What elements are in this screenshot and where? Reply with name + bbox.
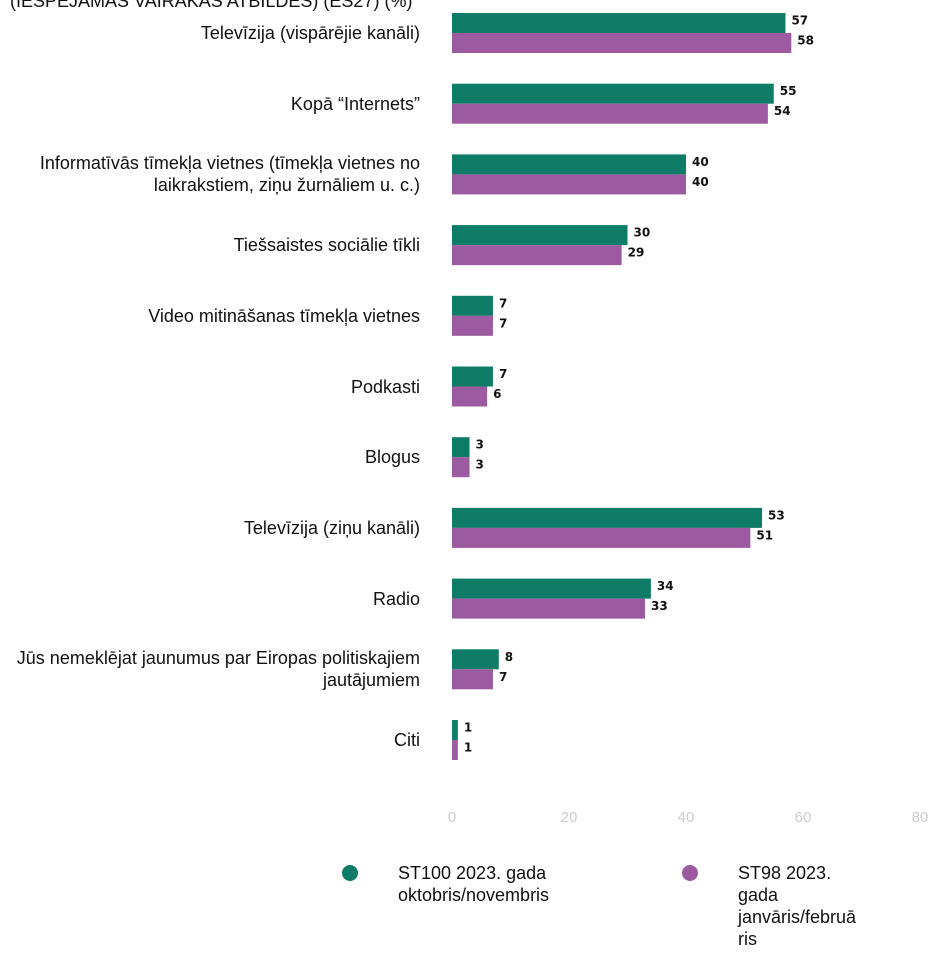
value-label: 7 [499,670,507,684]
legend-marker [682,865,698,881]
category-label: Citi [394,730,420,750]
bar [452,225,628,246]
value-label: 40 [692,175,709,189]
bar [452,578,651,599]
value-label: 53 [768,508,785,522]
x-tick-label: 80 [912,809,929,826]
x-tick-label: 0 [448,809,456,826]
value-label: 33 [651,599,668,613]
bar [452,598,646,619]
value-label: 54 [774,104,791,118]
x-tick-label: 60 [795,809,812,826]
chart-title: (IESPĒJAMAS VAIRĀKAS ATBILDES) (ES27) (%… [10,0,413,11]
bar [452,295,493,316]
bar [452,720,458,740]
bar [452,437,470,458]
category-label: Video mitināšanas tīmekļa vietnes [148,305,420,326]
bar [452,669,493,690]
bar [452,740,458,760]
category-label: Informatīvās tīmekļa vietnes (tīmekļa vi… [39,153,420,196]
value-label: 7 [499,296,507,310]
category-label: Blogus [364,447,420,468]
value-label: 7 [499,316,507,330]
category-label: Televīzija (ziņu kanāli) [243,517,420,538]
value-label: 57 [791,14,808,28]
x-tick-label: 40 [678,809,695,826]
value-label: 1 [464,741,472,755]
value-label: 58 [797,34,814,48]
value-label: 40 [692,155,709,169]
bar [452,245,622,266]
category-label: Tiešsaistes sociālie tīkli [233,235,420,256]
category-label: Radio [372,588,420,609]
value-label: 55 [780,84,797,98]
value-label: 8 [505,650,513,664]
value-label: 29 [628,246,645,260]
value-label: 3 [476,438,484,452]
value-label: 6 [493,387,501,401]
bar [452,507,763,528]
category-label: Jūs nemeklējat jaunumus par Eiropas poli… [16,648,420,691]
value-label: 3 [476,458,484,472]
bar [452,33,792,53]
legend-marker [342,865,358,881]
value-label: 1 [464,721,472,735]
category-label: Kopā “Internets” [290,93,420,114]
value-label: 7 [499,367,507,381]
legend-label: ST98 2023. gada janvāris/februāris [738,863,857,949]
value-label: 30 [634,226,651,240]
bar [452,366,493,387]
category-label: Televīzija (vispārējie kanāli) [200,23,420,43]
bar [452,315,493,336]
bar [452,457,470,478]
bar [452,13,786,33]
bar [452,174,686,195]
bar [452,83,774,104]
legend-label: ST100 2023. gada oktobris/novembris [398,863,550,905]
bar [452,649,499,670]
bar [452,154,686,175]
value-label: 51 [756,528,773,542]
bar [452,103,768,124]
bar [452,386,488,407]
value-label: 34 [657,579,674,593]
category-label: Podkasti [350,376,420,397]
x-tick-label: 20 [561,809,578,826]
bar [452,527,751,548]
